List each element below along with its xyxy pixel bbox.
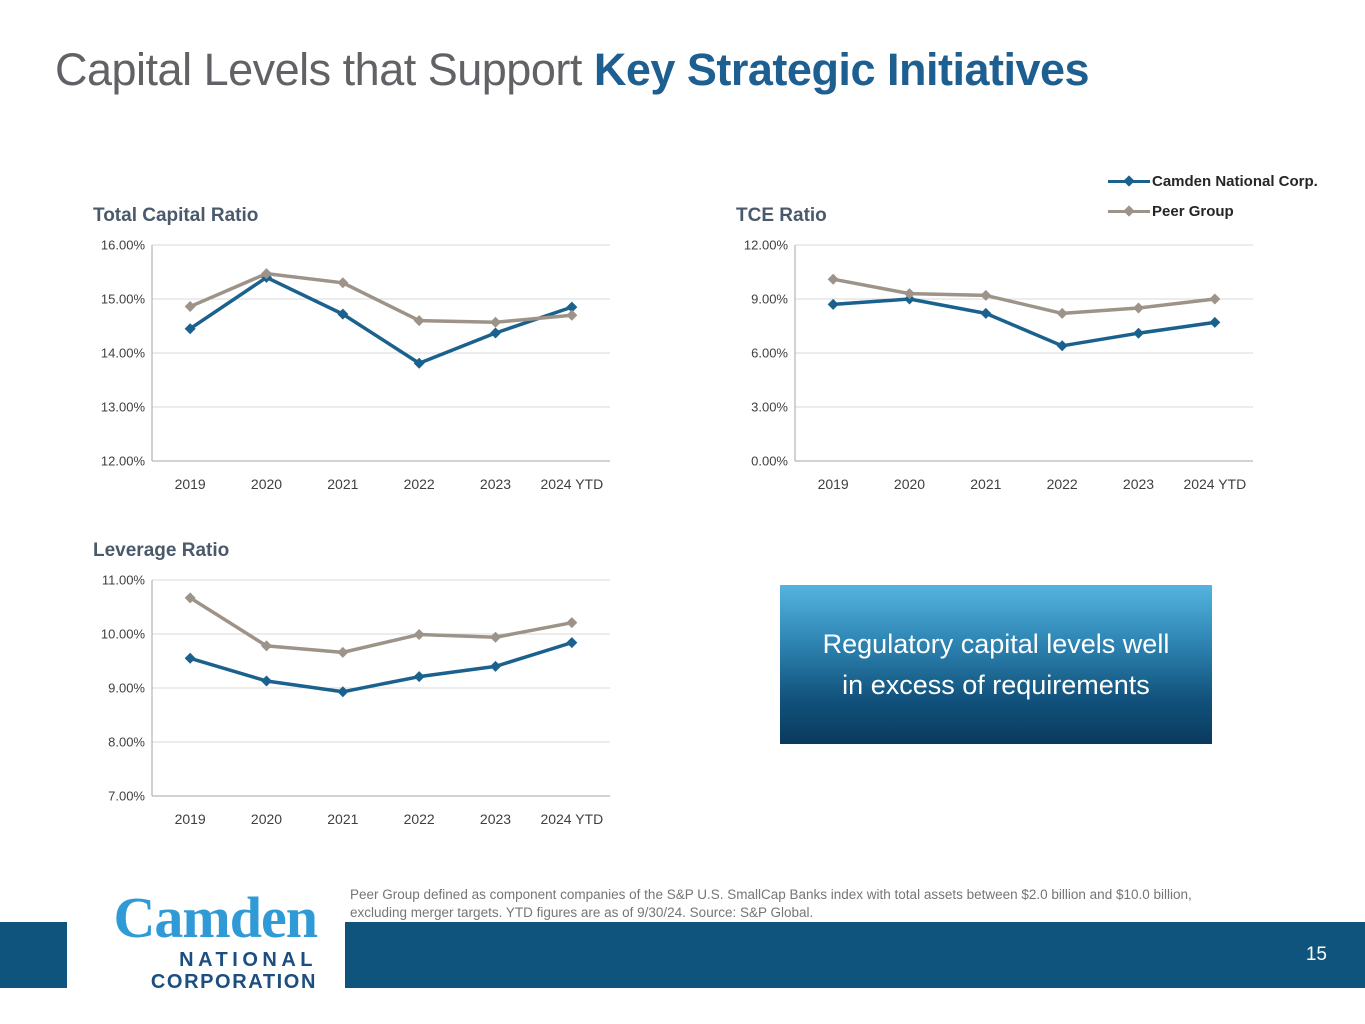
page-number: 15	[1305, 944, 1327, 965]
legend-label-peer-group: Peer Group	[1152, 202, 1234, 220]
svg-text:2020: 2020	[251, 811, 282, 827]
svg-text:2021: 2021	[970, 476, 1001, 492]
camden-national-logo: Camden NATIONAL CORPORATION	[85, 885, 318, 994]
svg-text:12.00%: 12.00%	[101, 454, 146, 469]
page-title-gray-part: Capital Levels that Support	[55, 44, 594, 95]
svg-text:2024 YTD: 2024 YTD	[540, 811, 603, 827]
chart-leverage-ratio: Leverage Ratio 7.00% 8.00% 9.00% 10.00% 11.0…	[85, 540, 630, 841]
svg-text:15.00%: 15.00%	[101, 292, 146, 307]
svg-text:9.00%: 9.00%	[751, 292, 788, 307]
svg-text:2023: 2023	[480, 476, 511, 492]
footer-accent-block	[0, 922, 67, 988]
svg-text:2024 YTD: 2024 YTD	[540, 476, 603, 492]
svg-text:2023: 2023	[1123, 476, 1154, 492]
page-title: Capital Levels that Support Key Strategi…	[55, 44, 1090, 96]
svg-text:2019: 2019	[818, 476, 849, 492]
footnote: Peer Group defined as component companie…	[350, 886, 1192, 922]
svg-text:7.00%: 7.00%	[108, 789, 145, 804]
svg-text:9.00%: 9.00%	[108, 681, 145, 696]
svg-text:2019: 2019	[175, 811, 206, 827]
svg-text:2022: 2022	[1047, 476, 1078, 492]
svg-text:2019: 2019	[175, 476, 206, 492]
logo-national-text: NATIONAL	[179, 949, 317, 971]
page-title-accent-part: Key Strategic Initiatives	[593, 44, 1090, 95]
svg-text:16.00%: 16.00%	[101, 238, 146, 253]
svg-text:0.00%: 0.00%	[751, 454, 788, 469]
svg-text:2024 YTD: 2024 YTD	[1183, 476, 1246, 492]
svg-text:6.00%: 6.00%	[751, 346, 788, 361]
chart-title-total-capital-ratio: Total Capital Ratio	[93, 205, 259, 226]
chart-title-leverage-ratio: Leverage Ratio	[93, 540, 230, 561]
svg-text:3.00%: 3.00%	[751, 400, 788, 415]
chart-tce-ratio: TCE Ratio 0.00% 3.00% 6.00% 9.00% 12.00% 2019…	[728, 205, 1273, 506]
footnote-line-1: Peer Group defined as component companie…	[350, 887, 1192, 902]
chart-title-tce-ratio: TCE Ratio	[736, 205, 827, 226]
camden-line-marker-icon	[1108, 175, 1150, 187]
chart-plot-total-capital-ratio: 12.00% 13.00% 14.00% 15.00% 16.00% 2019 2020 20…	[85, 233, 630, 506]
svg-text:8.00%: 8.00%	[108, 735, 145, 750]
svg-text:2022: 2022	[404, 476, 435, 492]
chart-plot-leverage-ratio: 7.00% 8.00% 9.00% 10.00% 11.00% 2019 2020 2021 2…	[85, 568, 630, 841]
callout-box: Regulatory capital levels well in excess…	[780, 585, 1212, 744]
footer-bar: 15	[345, 922, 1365, 988]
svg-text:2020: 2020	[251, 476, 282, 492]
footnote-line-2: excluding merger targets. YTD figures ar…	[350, 905, 814, 921]
chart-plot-tce-ratio: 0.00% 3.00% 6.00% 9.00% 12.00% 2019 2020 2021 20…	[728, 233, 1273, 506]
chart-legend: Camden National Corp. Peer Group	[1108, 166, 1318, 226]
legend-item-camden: Camden National Corp.	[1108, 166, 1318, 196]
legend-item-peer-group: Peer Group	[1108, 196, 1318, 226]
svg-text:12.00%: 12.00%	[744, 238, 789, 253]
svg-text:13.00%: 13.00%	[101, 400, 146, 415]
svg-text:10.00%: 10.00%	[101, 627, 146, 642]
svg-text:2020: 2020	[894, 476, 925, 492]
legend-label-camden: Camden National Corp.	[1152, 172, 1318, 190]
svg-text:2023: 2023	[480, 811, 511, 827]
svg-text:14.00%: 14.00%	[101, 346, 146, 361]
svg-text:2021: 2021	[327, 476, 358, 492]
svg-text:11.00%: 11.00%	[102, 573, 146, 588]
logo-camden-text: Camden	[113, 885, 318, 950]
peer-group-line-marker-icon	[1108, 205, 1150, 217]
logo-corporation-text: CORPORATION	[150, 971, 317, 993]
svg-text:2021: 2021	[327, 811, 358, 827]
chart-total-capital-ratio: Total Capital Ratio 12.00% 13.00% 14.00% 15…	[85, 205, 630, 506]
svg-text:2022: 2022	[404, 811, 435, 827]
callout-text: Regulatory capital levels well in excess…	[822, 629, 1170, 700]
